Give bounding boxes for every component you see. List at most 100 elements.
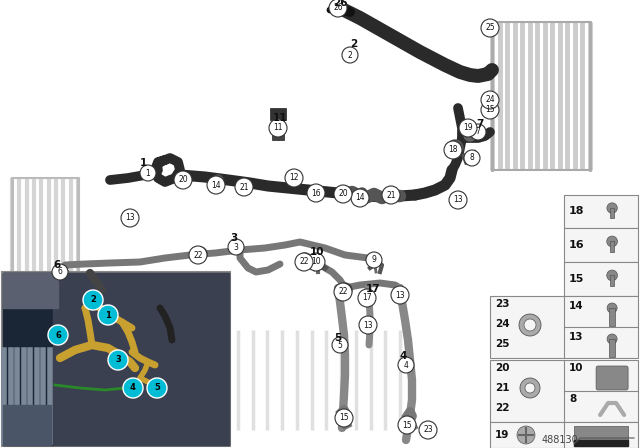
Text: 26: 26 <box>333 0 348 8</box>
Circle shape <box>357 188 367 198</box>
Text: 22: 22 <box>339 288 348 297</box>
Text: 6: 6 <box>58 267 63 276</box>
Bar <box>564 262 638 296</box>
Circle shape <box>607 270 618 281</box>
Text: 13: 13 <box>453 195 463 204</box>
Bar <box>609 339 615 357</box>
Text: 9: 9 <box>372 255 376 264</box>
Circle shape <box>298 253 312 267</box>
Text: 22: 22 <box>193 250 203 259</box>
Text: 3: 3 <box>115 356 121 365</box>
Bar <box>272 118 284 140</box>
Text: 10: 10 <box>569 363 584 373</box>
Circle shape <box>464 129 476 141</box>
Circle shape <box>481 19 499 37</box>
Bar <box>53 273 229 445</box>
Text: 8: 8 <box>569 394 576 404</box>
Text: 19: 19 <box>463 124 473 133</box>
Text: 12: 12 <box>289 173 299 182</box>
Text: 13: 13 <box>125 214 135 223</box>
Bar <box>490 360 638 422</box>
FancyBboxPatch shape <box>596 366 628 390</box>
Text: 24: 24 <box>495 319 509 329</box>
Bar <box>564 228 638 262</box>
Circle shape <box>351 189 369 207</box>
Circle shape <box>307 253 325 271</box>
Circle shape <box>447 140 463 156</box>
Text: 6: 6 <box>55 331 61 340</box>
Text: 10: 10 <box>310 247 324 257</box>
Bar <box>610 208 614 219</box>
Text: 13: 13 <box>569 332 584 342</box>
Text: 4: 4 <box>130 383 136 392</box>
Circle shape <box>481 101 499 119</box>
Text: 5: 5 <box>154 383 160 392</box>
Bar <box>3 273 58 308</box>
Text: 10: 10 <box>311 258 321 267</box>
Circle shape <box>285 169 303 187</box>
Text: 15: 15 <box>402 421 412 430</box>
Circle shape <box>382 186 400 204</box>
Circle shape <box>449 191 467 209</box>
Circle shape <box>335 409 353 427</box>
Text: 16: 16 <box>311 189 321 198</box>
Circle shape <box>295 253 313 271</box>
Text: 25: 25 <box>485 23 495 33</box>
Text: 16: 16 <box>569 240 584 250</box>
Text: 24: 24 <box>485 95 495 104</box>
Circle shape <box>83 290 103 310</box>
Bar <box>610 276 614 286</box>
Circle shape <box>398 357 414 373</box>
Circle shape <box>121 209 139 227</box>
Circle shape <box>179 172 191 184</box>
Circle shape <box>398 416 416 434</box>
Text: 25: 25 <box>495 339 509 349</box>
Text: 21: 21 <box>495 383 509 393</box>
Circle shape <box>419 421 437 439</box>
Text: 11: 11 <box>273 113 287 123</box>
Circle shape <box>366 252 382 268</box>
Circle shape <box>334 185 352 203</box>
Circle shape <box>525 383 535 393</box>
Text: 18: 18 <box>569 207 584 216</box>
Circle shape <box>607 303 617 313</box>
Circle shape <box>98 305 118 325</box>
Text: 8: 8 <box>470 154 474 163</box>
Circle shape <box>459 119 477 137</box>
Circle shape <box>341 286 349 294</box>
Bar <box>564 195 638 228</box>
Text: 23: 23 <box>423 426 433 435</box>
Text: 22: 22 <box>300 258 308 267</box>
Circle shape <box>342 47 358 63</box>
Text: 20: 20 <box>338 190 348 198</box>
Circle shape <box>386 187 398 199</box>
Text: 3: 3 <box>230 233 237 243</box>
Circle shape <box>228 239 244 255</box>
Circle shape <box>48 325 68 345</box>
Bar <box>2 272 230 446</box>
Bar <box>574 426 628 444</box>
Text: 19: 19 <box>495 430 509 440</box>
Text: 21: 21 <box>239 182 249 191</box>
Text: 1: 1 <box>105 310 111 319</box>
Text: 15: 15 <box>569 274 584 284</box>
Text: 15: 15 <box>485 105 495 115</box>
Text: 17: 17 <box>365 284 380 294</box>
Text: 5: 5 <box>337 340 342 349</box>
Text: 13: 13 <box>363 320 373 329</box>
Circle shape <box>464 150 480 166</box>
Circle shape <box>307 184 325 202</box>
Text: 2: 2 <box>348 51 353 60</box>
Text: 4: 4 <box>404 361 408 370</box>
Circle shape <box>213 175 223 185</box>
Bar <box>490 422 638 448</box>
Circle shape <box>391 286 409 304</box>
Circle shape <box>339 186 351 198</box>
Text: 21: 21 <box>387 190 396 199</box>
Bar <box>574 440 628 446</box>
Text: 2: 2 <box>350 39 358 49</box>
Text: 1: 1 <box>140 158 147 168</box>
Text: 2: 2 <box>90 296 96 305</box>
Circle shape <box>123 378 143 398</box>
Bar <box>462 150 479 164</box>
